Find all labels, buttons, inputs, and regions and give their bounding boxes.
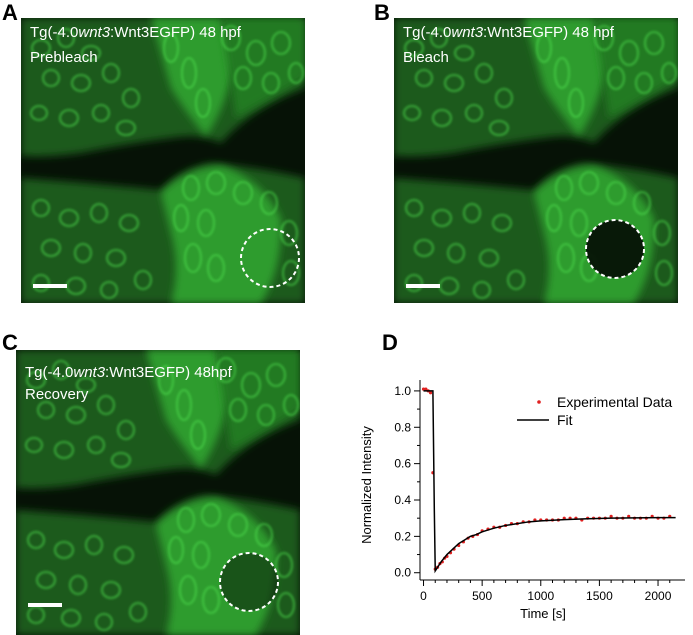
- panel-c-letter: C: [2, 330, 18, 355]
- scale-bar-b: [406, 284, 440, 288]
- tissue-image-a: [21, 18, 305, 303]
- y-axis-label: Normalized Intensity: [359, 426, 374, 544]
- scale-bar-a: [33, 284, 67, 288]
- y-tick-label: 0.4: [394, 493, 411, 507]
- panel-d-letter: D: [382, 330, 398, 355]
- chart-axes: 0.0 0.2 0.4 0.6 0.8 1.0 0 500 1000 1500 2000: [394, 380, 685, 603]
- y-tick-label: 0.6: [394, 457, 411, 471]
- stage-label-b: Bleach: [403, 49, 449, 66]
- panel-b-letter: B: [374, 0, 390, 25]
- genotype-label-b: Tg(-4.0wnt3:Wnt3EGFP) 48 hpf: [403, 24, 614, 41]
- panel-a-letter: A: [2, 0, 18, 25]
- legend-data-label: Experimental Data: [557, 394, 672, 410]
- x-axis-label: Time [s]: [520, 606, 566, 621]
- x-tick-label: 0: [420, 589, 427, 603]
- genotype-label-a: Tg(-4.0wnt3:Wnt3EGFP) 48 hpf: [30, 24, 241, 41]
- data-point: [424, 387, 428, 391]
- scale-bar-c: [28, 603, 62, 607]
- tissue-image-b: [394, 18, 678, 303]
- y-tick-label: 0.0: [394, 566, 411, 580]
- data-point: [421, 387, 426, 391]
- frap-recovery-chart: 0.0 0.2 0.4 0.6 0.8 1.0 0 500 1000 1500 2000 Norma…: [359, 380, 685, 621]
- micrograph-panel-b: Tg(-4.0wnt3:Wnt3EGFP) 48 hpf Bleach: [394, 18, 678, 303]
- tissue-image-c: [16, 350, 300, 635]
- y-tick-label: 1.0: [394, 384, 411, 398]
- legend-data-marker: [537, 400, 541, 404]
- genotype-label-c: Tg(-4.0wnt3:Wnt3EGFP) 48hpf: [25, 364, 232, 381]
- micrograph-panel-a: Tg(-4.0wnt3:Wnt3EGFP) 48 hpf Prebleach: [21, 18, 305, 303]
- x-tick-label: 2000: [645, 589, 672, 603]
- fit-line: [423, 390, 676, 574]
- x-tick-label: 1500: [586, 589, 613, 603]
- fit-series: [423, 390, 676, 574]
- stage-label-c: Recovery: [25, 386, 89, 403]
- x-tick-label: 1000: [527, 589, 554, 603]
- legend-fit-label: Fit: [557, 412, 573, 428]
- data-point: [428, 391, 433, 395]
- stage-label-a: Prebleach: [30, 49, 98, 66]
- y-tick-label: 0.8: [394, 420, 411, 434]
- y-tick-label: 0.2: [394, 529, 411, 543]
- legend: Experimental Data Fit: [517, 394, 672, 428]
- data-point: [609, 514, 613, 518]
- micrograph-panel-c: Tg(-4.0wnt3:Wnt3EGFP) 48hpf Recovery: [16, 350, 300, 635]
- x-tick-label: 500: [472, 589, 492, 603]
